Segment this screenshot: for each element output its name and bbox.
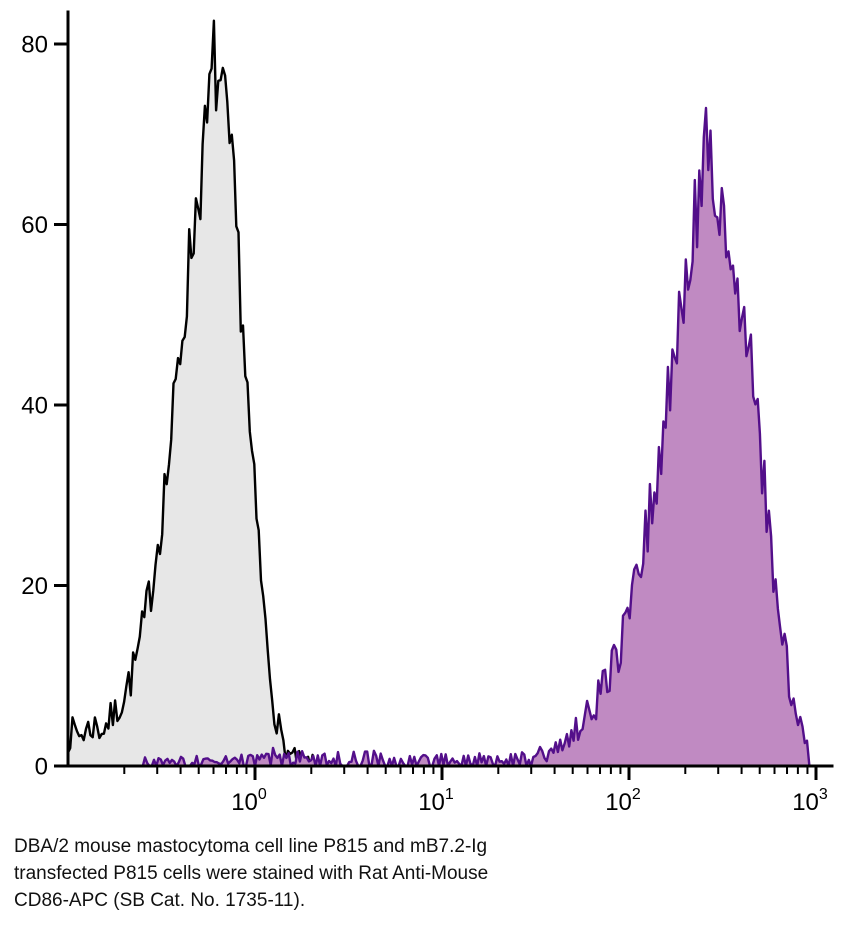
svg-text:101: 101: [418, 786, 454, 816]
histogram-plot: 0 20 40 60 80 100 101 102 103: [21, 10, 834, 816]
svg-text:80: 80: [21, 31, 48, 58]
svg-text:60: 60: [21, 212, 48, 239]
svg-text:40: 40: [21, 392, 48, 419]
caption-line-2: transfected P815 cells were stained with…: [14, 863, 489, 884]
svg-text:102: 102: [605, 786, 641, 816]
histogram-svg: 0 20 40 60 80 100 101 102 103: [21, 10, 834, 816]
caption-line-1: DBA/2 mouse mastocytoma cell line P815 a…: [14, 836, 488, 857]
svg-text:100: 100: [231, 786, 267, 816]
svg-text:0: 0: [35, 753, 48, 780]
svg-text:103: 103: [792, 786, 828, 816]
caption-line-3: CD86-APC (SB Cat. No. 1735-11).: [14, 890, 306, 911]
figure-caption: DBA/2 mouse mastocytoma cell line P815 a…: [14, 833, 824, 914]
svg-text:20: 20: [21, 573, 48, 600]
